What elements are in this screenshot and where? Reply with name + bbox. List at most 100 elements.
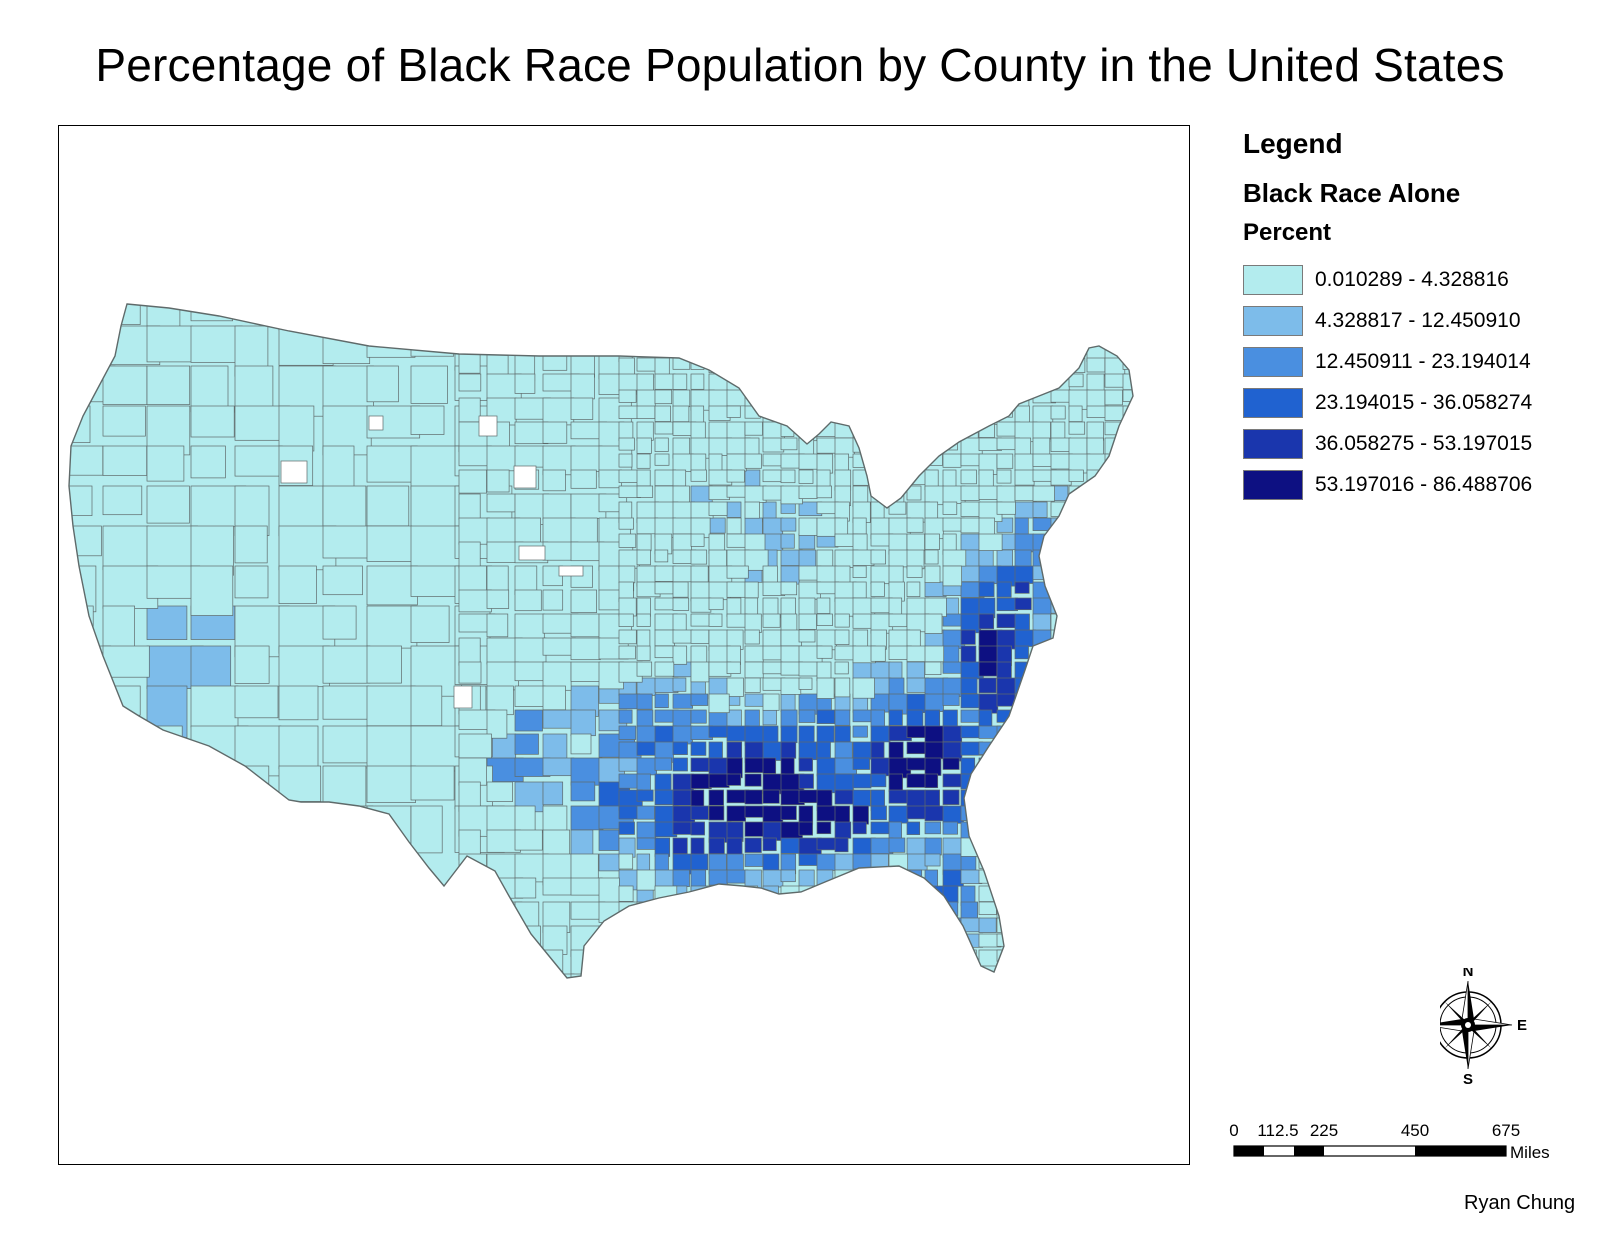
county-cell	[542, 421, 568, 444]
county-cell	[996, 501, 1016, 515]
county-cell	[1086, 517, 1111, 538]
county-cell	[672, 821, 692, 835]
county-cell	[672, 325, 689, 346]
county-cell	[798, 821, 813, 836]
county-cell	[762, 373, 776, 390]
county-cell	[190, 445, 226, 479]
county-cell	[744, 421, 763, 436]
county-cell	[514, 901, 540, 928]
county-cell	[654, 421, 674, 435]
county-cell	[708, 693, 730, 714]
county-cell	[1104, 773, 1120, 787]
county-cell	[1050, 709, 1065, 725]
county-cell	[514, 973, 540, 978]
county-cell	[960, 965, 984, 978]
county-cell	[726, 917, 748, 932]
county-cell	[960, 805, 980, 822]
county-cell	[762, 645, 782, 661]
county-cell	[636, 389, 656, 408]
county-cell	[852, 325, 875, 344]
legend: Legend Black Race Alone Percent 0.010289…	[1243, 128, 1583, 505]
county-cell	[996, 821, 1012, 836]
county-cell	[960, 901, 978, 919]
county-cell	[780, 725, 798, 744]
county-cell	[1122, 773, 1133, 794]
county-cell	[1086, 421, 1104, 441]
county-cell	[996, 965, 1019, 978]
county-cell	[486, 493, 516, 513]
county-cell	[906, 949, 928, 970]
county-cell	[906, 357, 929, 372]
county-cell	[924, 421, 945, 434]
county-cell	[924, 773, 939, 789]
county-cell	[618, 629, 637, 645]
county-cell	[745, 982, 763, 997]
county-cell	[798, 485, 818, 499]
county-cell	[960, 405, 980, 425]
legend-swatch	[1243, 469, 1303, 500]
county-cell	[852, 805, 869, 825]
county-cell	[906, 565, 923, 578]
county-cell	[996, 853, 1020, 872]
county-cell	[960, 645, 977, 664]
county-cell	[1032, 949, 1056, 966]
county-cell	[673, 982, 688, 997]
county-cell	[762, 533, 784, 551]
county-cell	[1104, 805, 1119, 819]
county-cell	[888, 773, 903, 792]
county-cell	[798, 325, 816, 346]
county-cell	[852, 565, 867, 578]
county-cell	[816, 421, 837, 437]
county-cell	[234, 565, 269, 599]
county-cell	[1032, 485, 1055, 502]
county-cell	[690, 885, 710, 900]
county-cell	[542, 397, 575, 426]
county-cell	[870, 325, 891, 339]
county-cell	[570, 709, 596, 737]
county-cell	[888, 805, 909, 824]
county-cell	[690, 709, 707, 724]
county-cell	[798, 517, 818, 536]
county-cell	[654, 565, 676, 582]
county-cell	[322, 565, 363, 596]
legend-swatch	[1243, 346, 1303, 377]
county-cell	[852, 677, 875, 699]
county-cell	[1050, 517, 1070, 534]
county-cell	[672, 453, 694, 472]
county-cell	[486, 445, 519, 472]
county-cell	[1050, 917, 1066, 937]
county-cell	[672, 693, 693, 709]
county-cell	[570, 733, 592, 755]
county-cell	[486, 925, 520, 955]
county-cell	[1068, 469, 1084, 482]
county-cell	[672, 629, 693, 644]
county-cell	[278, 685, 319, 721]
county-cell	[322, 445, 355, 493]
county-cell	[888, 965, 909, 978]
county-cell	[146, 805, 199, 851]
county-cell	[618, 357, 635, 376]
county-cell	[1014, 597, 1032, 611]
county-cell	[1032, 677, 1051, 696]
county-cell	[960, 501, 981, 517]
author-credit: Ryan Chung	[1464, 1192, 1576, 1214]
county-cell	[798, 389, 814, 408]
county-cell	[690, 565, 709, 583]
county-cell	[798, 629, 816, 643]
county-cell	[636, 757, 657, 776]
choropleth-map[interactable]	[59, 126, 1189, 1164]
legend-class-row: 4.328817 - 12.450910	[1243, 300, 1583, 341]
county-cell	[69, 685, 114, 723]
county-cell	[458, 565, 487, 591]
county-cell	[636, 901, 656, 920]
county-cell	[726, 405, 741, 418]
county-cell	[1032, 421, 1051, 440]
county-cell	[708, 357, 728, 374]
county-cell	[410, 805, 443, 854]
county-cell	[708, 341, 728, 358]
county-cell	[1050, 725, 1073, 742]
county-cell	[888, 917, 903, 934]
county-cell	[888, 325, 904, 346]
county-cell	[672, 869, 690, 887]
map-frame[interactable]	[58, 125, 1190, 1165]
